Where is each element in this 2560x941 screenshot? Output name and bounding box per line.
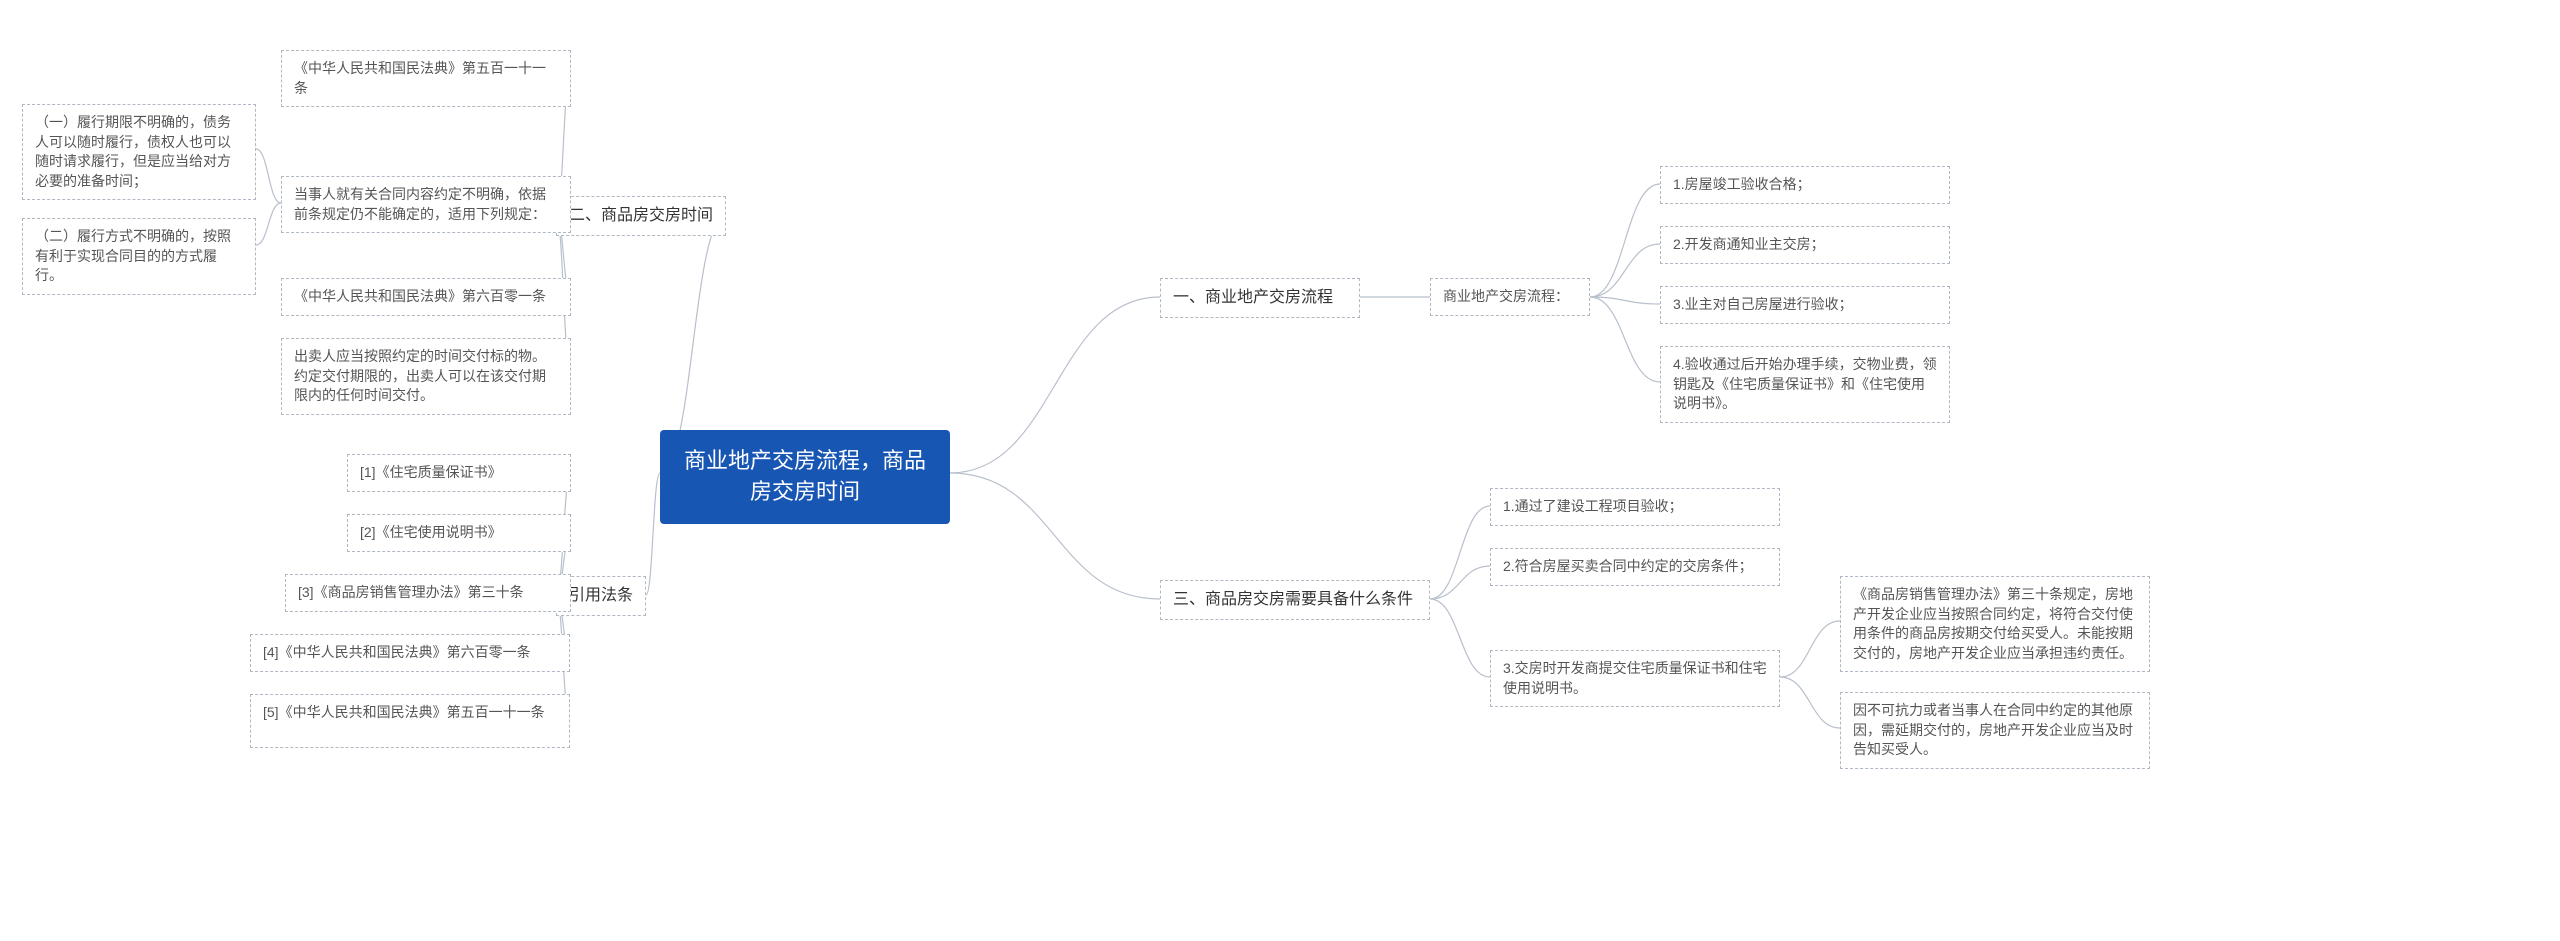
connector [1590,244,1660,297]
leaf-left: 当事人就有关合同内容约定不明确，依据前条规定仍不能确定的，适用下列规定： [281,176,571,233]
leaf-left: 出卖人应当按照约定的时间交付标的物。约定交付期限的，出卖人可以在该交付期限内的任… [281,338,571,415]
leaf-right: 1.房屋竣工验收合格； [1660,166,1950,204]
leaf-left: [4]《中华人民共和国民法典》第六百零一条 [250,634,570,672]
connector [256,149,281,203]
connector [646,473,660,595]
connector [1590,297,1660,382]
branch-left: 二、商品房交房时间 [556,196,726,236]
connector [1590,297,1660,304]
connector [1430,506,1490,599]
connector [950,473,1160,599]
leaf-left: 《中华人民共和国民法典》第六百零一条 [281,278,571,316]
connector [256,203,281,245]
leaf-left: [2]《住宅使用说明书》 [347,514,571,552]
connector [1430,566,1490,599]
branch-right: 一、商业地产交房流程 [1160,278,1360,318]
leaf-left: [3]《商品房销售管理办法》第三十条 [285,574,571,612]
leaf-left: [1]《住宅质量保证书》 [347,454,571,492]
leaf-right: 2.符合房屋买卖合同中约定的交房条件； [1490,548,1780,586]
leaf-right: 3.交房时开发商提交住宅质量保证书和住宅使用说明书。 [1490,650,1780,707]
leaf-left: [5]《中华人民共和国民法典》第五百一十一条 [250,694,570,748]
leaf-left: （一）履行期限不明确的，债务人可以随时履行，债权人也可以随时请求履行，但是应当给… [22,104,256,200]
root-node: 商业地产交房流程，商品房交房时间 [660,430,950,524]
branch-right: 三、商品房交房需要具备什么条件 [1160,580,1430,620]
leaf-right: 2.开发商通知业主交房； [1660,226,1950,264]
leaf-left: （二）履行方式不明确的，按照有利于实现合同目的的方式履行。 [22,218,256,295]
leaf-right: 《商品房销售管理办法》第三十条规定，房地产开发企业应当按照合同约定，将符合交付使… [1840,576,2150,672]
connector [950,297,1160,473]
connector [1780,677,1840,728]
connector [1590,184,1660,297]
leaf-right: 1.通过了建设工程项目验收； [1490,488,1780,526]
leaf-right: 4.验收通过后开始办理手续，交物业费，领钥匙及《住宅质量保证书》和《住宅使用说明… [1660,346,1950,423]
leaf-right: 3.业主对自己房屋进行验收； [1660,286,1950,324]
connector [1430,599,1490,677]
leaf-right: 商业地产交房流程： [1430,278,1590,316]
leaf-left: 《中华人民共和国民法典》第五百一十一条 [281,50,571,107]
leaf-right: 因不可抗力或者当事人在合同中约定的其他原因，需延期交付的，房地产开发企业应当及时… [1840,692,2150,769]
connector [1780,621,1840,677]
